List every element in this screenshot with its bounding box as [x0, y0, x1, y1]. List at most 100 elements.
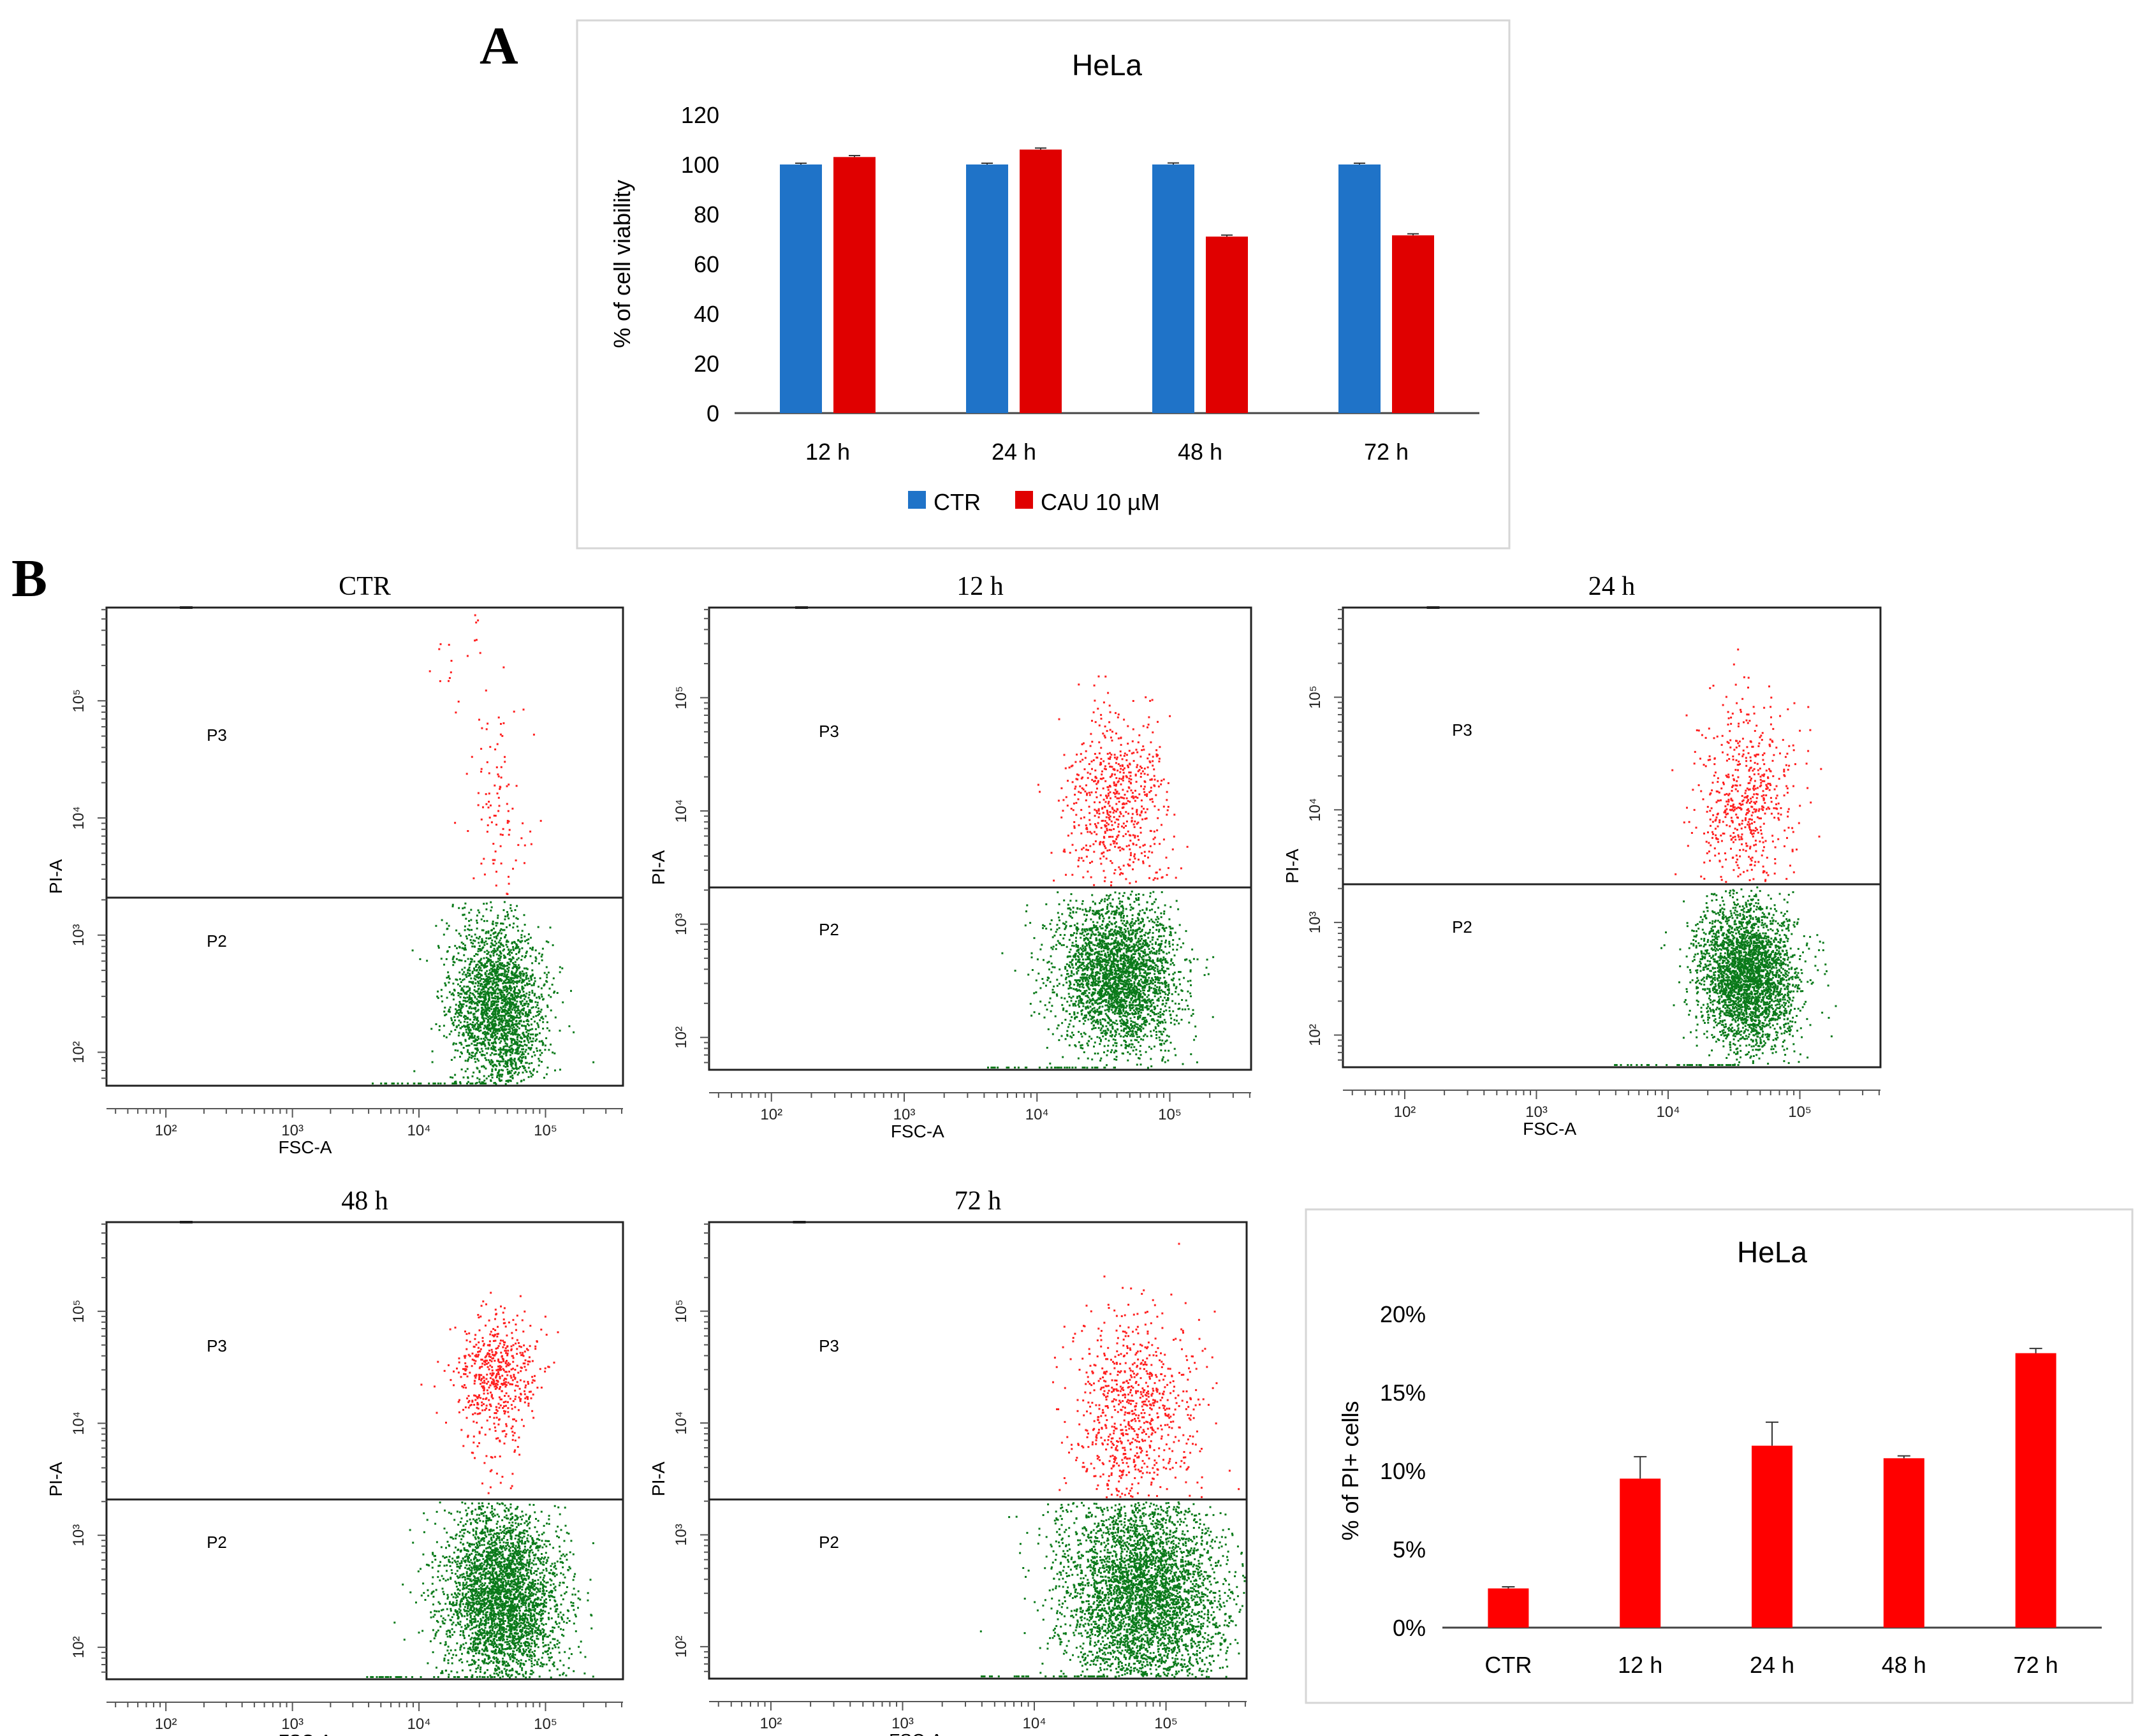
p2-event-dot — [507, 1025, 509, 1027]
p2-event-dot — [506, 911, 508, 913]
p2-event-dot — [1143, 912, 1145, 914]
p2-event-dot — [1135, 1049, 1137, 1051]
flow-ylabel: PI-A — [46, 859, 66, 894]
p2-event-dot — [1081, 903, 1083, 905]
p2-event-dot — [1111, 990, 1113, 992]
p2-event-dot — [1149, 909, 1151, 911]
p2-event-dot — [1001, 952, 1003, 954]
p2-event-dot — [485, 1047, 487, 1049]
p2-event-dot — [552, 984, 553, 986]
p2-event-dot — [522, 1009, 524, 1010]
p3-event-dot — [449, 677, 451, 679]
p2-event-dot — [385, 1083, 386, 1084]
p2-event-dot — [455, 1049, 457, 1051]
p2-event-dot — [1168, 992, 1170, 994]
p2-event-dot — [459, 993, 461, 995]
p2-event-dot — [512, 926, 514, 928]
p2-event-dot — [1092, 927, 1094, 929]
flow-plot-title: CTR — [339, 572, 391, 601]
p2-event-dot — [1144, 1007, 1146, 1009]
p2-event-dot — [1094, 959, 1096, 961]
p2-event-dot — [1161, 924, 1162, 926]
flow-gate-label-p3: P3 — [207, 726, 227, 745]
p2-event-dot — [1097, 931, 1099, 933]
p2-event-dot — [514, 942, 516, 944]
p2-event-dot — [468, 920, 470, 922]
p2-event-dot — [1129, 1013, 1131, 1015]
p2-event-dot — [1119, 903, 1121, 905]
p2-event-dot — [516, 1010, 518, 1012]
p2-event-dot — [511, 1075, 513, 1077]
p2-event-dot — [1110, 968, 1111, 970]
p2-event-dot — [1176, 900, 1178, 902]
p2-event-dot — [502, 1002, 504, 1004]
p2-event-dot — [559, 1030, 561, 1032]
p2-event-dot — [509, 1070, 511, 1072]
p2-event-dot — [1166, 952, 1168, 954]
p2-event-dot — [1155, 1031, 1157, 1033]
p2-event-dot — [1170, 934, 1172, 936]
p2-event-dot — [494, 951, 495, 952]
p2-event-dot — [502, 1070, 504, 1072]
p2-event-dot — [471, 1024, 473, 1026]
p2-event-dot — [499, 1076, 501, 1077]
p2-event-dot — [1097, 964, 1099, 966]
p2-event-dot — [476, 998, 478, 1000]
flow-y-tick-label: 10⁴ — [70, 806, 87, 829]
p2-event-dot — [550, 996, 552, 998]
p2-event-dot — [1196, 1061, 1198, 1063]
p2-event-dot — [515, 909, 517, 911]
p2-event-dot — [1071, 997, 1073, 999]
p2-event-dot — [472, 981, 474, 983]
p2-event-dot — [483, 944, 485, 946]
p2-event-dot — [1167, 994, 1169, 996]
p2-event-dot — [1076, 1016, 1078, 1018]
p2-event-dot — [515, 1051, 517, 1053]
p2-event-dot — [496, 996, 498, 998]
p2-event-dot — [477, 1026, 479, 1028]
p2-event-dot — [511, 1070, 513, 1072]
p2-event-dot — [465, 1029, 467, 1031]
p3-event-dot — [508, 784, 509, 785]
p2-event-dot — [522, 1013, 524, 1015]
p2-event-dot — [463, 1003, 465, 1005]
p2-event-dot — [467, 972, 469, 974]
p2-event-dot — [1092, 981, 1094, 983]
p2-event-dot — [506, 1061, 508, 1063]
p2-event-dot — [452, 993, 454, 995]
p2-event-dot — [481, 970, 483, 972]
p2-event-dot — [1107, 1028, 1109, 1030]
p2-event-dot — [1050, 955, 1052, 957]
p2-event-dot — [486, 1033, 488, 1035]
p2-event-dot — [1095, 980, 1097, 982]
p2-event-dot — [497, 949, 499, 951]
p3-event-dot — [515, 859, 517, 861]
p2-event-dot — [492, 923, 494, 924]
p2-event-dot — [509, 986, 511, 988]
p2-event-dot — [491, 1033, 493, 1035]
p2-event-dot — [1134, 930, 1136, 932]
p2-event-dot — [488, 999, 490, 1001]
p2-event-dot — [1110, 988, 1111, 990]
p2-event-dot — [481, 963, 483, 965]
p2-event-dot — [525, 952, 527, 954]
p2-event-dot — [458, 907, 460, 909]
p2-event-dot — [1163, 910, 1165, 912]
p2-event-dot — [508, 1046, 510, 1048]
p2-event-dot — [1064, 934, 1066, 936]
p2-event-dot — [380, 1083, 382, 1084]
p2-event-dot — [476, 928, 478, 930]
p2-event-dot — [504, 1029, 506, 1031]
p2-event-dot — [1144, 987, 1146, 989]
p2-event-dot — [1111, 1009, 1113, 1011]
chart-b-ytick-label: 15% — [1380, 1380, 1426, 1406]
p2-event-dot — [488, 1007, 490, 1009]
p2-event-dot — [504, 956, 506, 958]
p2-event-dot — [490, 959, 492, 961]
p2-event-dot — [452, 957, 454, 959]
p2-event-dot — [529, 1070, 531, 1072]
p2-event-dot — [1190, 1053, 1192, 1055]
p2-event-dot — [1161, 1033, 1162, 1035]
p2-event-dot — [1073, 966, 1074, 968]
p2-event-dot — [474, 1008, 476, 1010]
